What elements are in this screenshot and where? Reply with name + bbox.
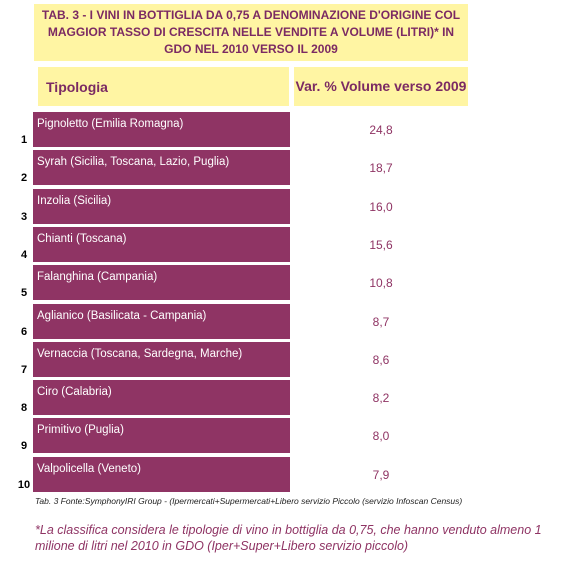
column-header-variation: Var. % Volume verso 2009 [294, 67, 468, 106]
table-row: 4 Chianti (Toscana) 15,6 [0, 227, 587, 262]
table-row: 8 Ciro (Calabria) 8,2 [0, 380, 587, 415]
rank-number: 10 [17, 479, 31, 491]
wine-type-label: Vernaccia (Toscana, Sardegna, Marche) [33, 342, 290, 377]
table-row: 2 Syrah (Sicilia, Toscana, Lazio, Puglia)… [0, 150, 587, 185]
rank-number: 9 [20, 440, 28, 452]
wine-type-label: Syrah (Sicilia, Toscana, Lazio, Puglia) [33, 150, 290, 185]
variation-value: 24,8 [369, 122, 393, 137]
rank-number: 3 [20, 211, 28, 223]
rank-number: 7 [20, 364, 28, 376]
rank-number: 1 [20, 134, 28, 146]
variation-value: 8,6 [372, 352, 390, 367]
table-row: 6 Aglianico (Basilicata - Campania) 8,7 [0, 304, 587, 339]
column-header-tipologia: Tipologia [38, 67, 289, 106]
variation-value: 7,9 [372, 467, 390, 482]
wine-type-label: Primitivo (Puglia) [33, 418, 290, 453]
table-row: 10 Valpolicella (Veneto) 7,9 [0, 457, 587, 492]
variation-value: 8,7 [372, 314, 390, 329]
variation-value: 8,0 [372, 428, 390, 443]
wine-type-label: Pignoletto (Emilia Romagna) [33, 112, 290, 147]
table-row: 1 Pignoletto (Emilia Romagna) 24,8 [0, 112, 587, 147]
variation-value: 10,8 [369, 275, 393, 290]
variation-value: 16,0 [369, 199, 393, 214]
wine-type-label: Aglianico (Basilicata - Campania) [33, 304, 290, 339]
table-row: 5 Falanghina (Campania) 10,8 [0, 265, 587, 300]
rank-number: 2 [20, 172, 28, 184]
rank-number: 4 [20, 249, 28, 261]
wine-type-label: Chianti (Toscana) [33, 227, 290, 262]
wine-type-label: Valpolicella (Veneto) [33, 457, 290, 492]
table-row: 7 Vernaccia (Toscana, Sardegna, Marche) 8,… [0, 342, 587, 377]
wine-type-label: Falanghina (Campania) [33, 265, 290, 300]
rank-number: 8 [20, 402, 28, 414]
table-row: 3 Inzolia (Sicilia) 16,0 [0, 189, 587, 224]
wine-type-label: Inzolia (Sicilia) [33, 189, 290, 224]
footnote: *La classifica considera le tipologie di… [35, 523, 542, 553]
rank-number: 6 [20, 326, 28, 338]
variation-value: 8,2 [372, 390, 390, 405]
table-row: 9 Primitivo (Puglia) 8,0 [0, 418, 587, 453]
source-note: Tab. 3 Fonte:SymphonyIRI Group - (Iperme… [35, 496, 463, 506]
wine-type-label: Ciro (Calabria) [33, 380, 290, 415]
variation-value: 18,7 [369, 160, 393, 175]
rank-number: 5 [20, 287, 28, 299]
variation-value: 15,6 [369, 237, 393, 252]
table-title: TAB. 3 - I VINI IN BOTTIGLIA DA 0,75 A D… [34, 4, 468, 61]
